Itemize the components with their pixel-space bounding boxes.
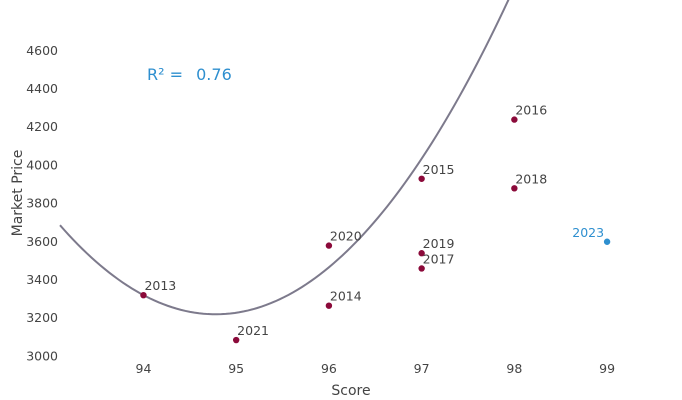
y-tick-label: 4400 — [26, 81, 58, 96]
data-point — [511, 116, 518, 123]
x-tick-label: 99 — [599, 361, 615, 376]
x-tick-label: 94 — [136, 361, 152, 376]
data-point — [511, 185, 518, 192]
r-squared-value: 0.76 — [196, 65, 232, 84]
y-tick-label: 3200 — [26, 310, 58, 325]
data-points — [140, 116, 611, 344]
r-squared-annotation: R² = 0.76 — [147, 65, 232, 84]
x-axis-ticks: 94 95 96 97 98 99 — [136, 361, 616, 376]
y-tick-label: 4200 — [26, 119, 58, 134]
r-squared-label: R² = — [147, 65, 183, 84]
trend-curve — [59, 0, 510, 316]
y-tick-label: 3800 — [26, 196, 58, 211]
point-label: 2017 — [423, 251, 455, 266]
y-tick-label: 4600 — [26, 43, 58, 58]
y-axis-title: Market Price — [10, 150, 26, 237]
data-point — [418, 265, 425, 272]
data-point — [140, 292, 147, 299]
x-tick-label: 95 — [228, 361, 244, 376]
point-label: 2015 — [423, 162, 455, 177]
data-point — [603, 238, 611, 245]
data-point — [325, 302, 333, 309]
point-labels: 2013 2014 2015 2016 2017 2018 2019 2020 2021 2023 — [144, 103, 604, 338]
point-label: 2020 — [330, 229, 362, 244]
x-axis-title: Score — [331, 383, 370, 399]
point-label: 2019 — [423, 236, 455, 251]
point-label: 2021 — [237, 323, 269, 338]
point-label: 2013 — [144, 278, 176, 293]
point-label: 2018 — [515, 171, 547, 186]
y-tick-label: 3600 — [26, 234, 58, 249]
y-tick-label: 3000 — [26, 348, 58, 363]
point-label: 2014 — [330, 289, 362, 304]
point-label: 2016 — [515, 103, 547, 118]
data-point — [232, 336, 240, 344]
y-tick-label: 4000 — [26, 157, 58, 172]
point-label: 2023 — [572, 225, 604, 240]
x-tick-label: 97 — [414, 361, 430, 376]
data-point — [418, 175, 425, 182]
y-axis-ticks: 3000 3200 3400 3600 3800 4000 4200 4400 4600 — [26, 43, 58, 363]
y-tick-label: 3400 — [26, 272, 58, 287]
x-tick-label: 98 — [506, 361, 522, 376]
x-tick-label: 96 — [321, 361, 337, 376]
data-point — [325, 242, 333, 249]
data-point — [418, 250, 425, 257]
